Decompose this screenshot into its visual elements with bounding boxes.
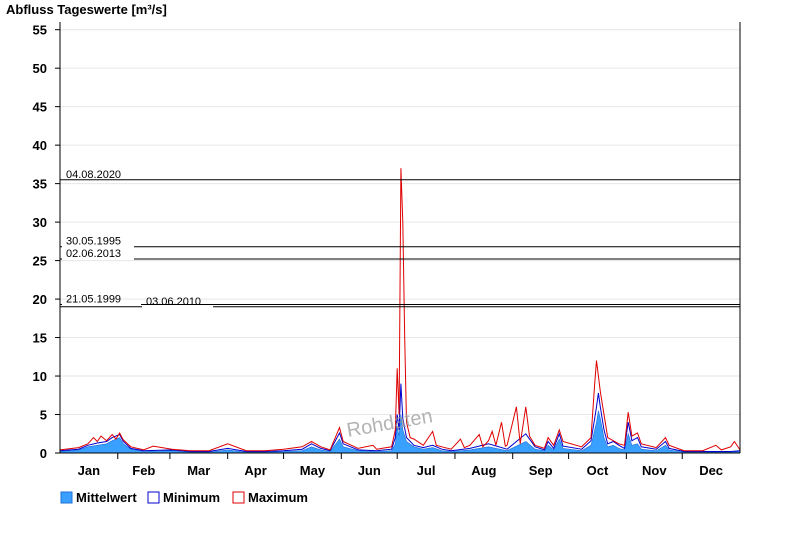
y-tick-label: 5 <box>40 408 47 423</box>
y-tick-label: 15 <box>33 331 47 346</box>
legend: Mittelwert Minimum Maximum <box>60 490 308 505</box>
legend-label-minimum: Minimum <box>163 490 220 505</box>
series-layer: Rohdaten <box>59 168 741 454</box>
y-tick-label: 10 <box>33 369 47 384</box>
chart-title: Abfluss Tageswerte [m³/s] <box>6 2 167 17</box>
series-minimum-line <box>59 383 741 452</box>
x-tick-label-jul: Jul <box>417 463 436 478</box>
y-tick-label: 40 <box>33 138 47 153</box>
y-tick-label: 0 <box>40 446 47 461</box>
legend-label-maximum: Maximum <box>248 490 308 505</box>
y-tick-label: 55 <box>33 23 47 38</box>
x-tick-label-apr: Apr <box>244 463 266 478</box>
x-tick-label-mar: Mar <box>187 463 210 478</box>
legend-label-mittelwert: Mittelwert <box>76 490 137 505</box>
x-tick-label-oct: Oct <box>587 463 609 478</box>
series-mittelwert-area <box>59 410 741 454</box>
y-tick-label: 25 <box>33 254 47 269</box>
axes: 0 5 10 15 20 25 30 35 40 45 50 55 Jan Feb Mar Apr May Jun… <box>33 22 741 478</box>
x-tick-label-jan: Jan <box>78 463 100 478</box>
y-tick-label: 20 <box>33 292 47 307</box>
reference-line-label: 03.06.2010 <box>146 296 201 308</box>
legend-swatch-mittelwert <box>60 491 73 504</box>
legend-swatch-minimum <box>147 491 160 504</box>
watermark-text: Rohdaten <box>345 405 434 442</box>
x-tick-label-aug: Aug <box>471 463 496 478</box>
x-tick-label-jun: Jun <box>358 463 381 478</box>
y-tick-label: 50 <box>33 61 47 76</box>
x-tick-label-nov: Nov <box>642 463 667 478</box>
y-tick-label: 45 <box>33 100 47 115</box>
reference-line-label: 04.08.2020 <box>66 169 121 181</box>
x-tick-label-feb: Feb <box>132 463 155 478</box>
y-tick-label: 30 <box>33 215 47 230</box>
reference-line-label: 30.05.1995 <box>66 236 121 248</box>
reference-line-label: 02.06.2013 <box>66 248 121 260</box>
reference-line-label: 21.05.1999 <box>66 293 121 305</box>
x-tick-label-may: May <box>300 463 326 478</box>
y-tick-label: 35 <box>33 177 47 192</box>
x-tick-label-dec: Dec <box>699 463 723 478</box>
x-tick-label-sep: Sep <box>529 463 553 478</box>
legend-swatch-maximum <box>232 491 245 504</box>
series-maximum-line <box>59 168 741 452</box>
